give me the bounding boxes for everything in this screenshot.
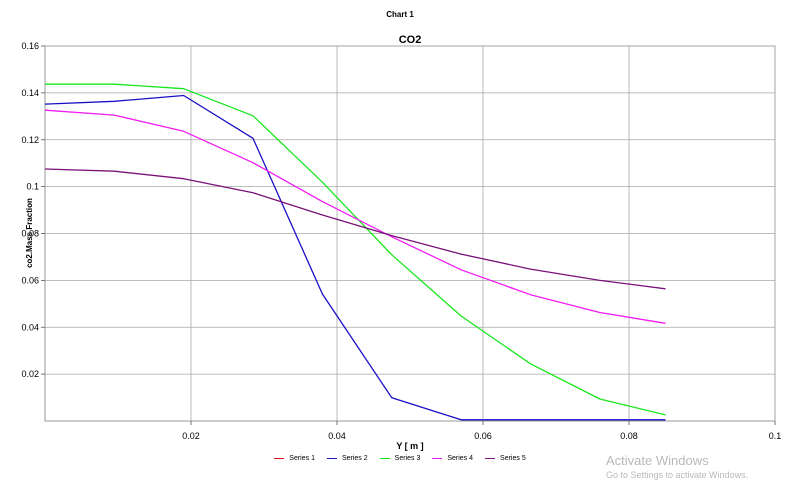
legend-item-series-5: Series 5 — [485, 455, 526, 462]
series-line-4 — [44, 109, 666, 324]
legend-swatch — [432, 458, 443, 459]
legend-item-series-3: Series 3 — [379, 455, 421, 462]
y-tick-label: 0.1 — [26, 182, 39, 192]
x-tick-label: 0.06 — [474, 431, 492, 441]
y-tick-label: 0.12 — [21, 135, 39, 145]
series-lines — [44, 83, 666, 421]
series-line-2 — [44, 94, 666, 421]
activation-watermark: Activate Windows Go to Settings to activ… — [606, 453, 748, 480]
y-tick-label: 0.02 — [21, 369, 39, 379]
legend-item-series-4: Series 4 — [432, 455, 473, 462]
tick-labels: 0.02 0.04 0.06 0.08 0.1 0.02 0.04 0.06 0.08 0.1 0.… — [21, 41, 781, 441]
legend-label: Series 2 — [341, 455, 368, 462]
legend-label: Series 4 — [447, 455, 474, 462]
grid — [41, 45, 776, 425]
y-tick-label: 0.06 — [21, 275, 39, 285]
x-tick-label: 0.04 — [328, 431, 346, 441]
series-line-5 — [44, 168, 666, 290]
legend-swatch — [326, 458, 337, 459]
x-axis-label: Y [ m ] — [396, 441, 423, 451]
y-axis-label: co2.Mass Fraction — [25, 198, 34, 268]
window-title: Chart 1 — [386, 10, 414, 19]
x-tick-label: 0.08 — [620, 431, 638, 441]
legend-label: Series 3 — [394, 455, 421, 462]
y-tick-label: 0.16 — [21, 41, 39, 51]
chart-title: CO2 — [399, 34, 422, 46]
legend-swatch — [379, 458, 390, 459]
watermark-title: Activate Windows — [606, 453, 709, 468]
legend-item-series-1: Series 1 — [274, 455, 315, 462]
legend-label: Series 5 — [500, 455, 526, 462]
legend-swatch — [485, 458, 496, 459]
x-tick-label: 0.02 — [182, 431, 200, 441]
x-tick-label: 0.1 — [769, 431, 782, 441]
y-tick-label: 0.04 — [21, 322, 39, 332]
legend-item-series-2: Series 2 — [326, 455, 368, 462]
y-tick-label: 0.08 — [21, 229, 39, 239]
legend-swatch — [274, 458, 285, 459]
legend: Series 1 Series 2 Series 3 Series 4 Series 5 — [0, 455, 800, 462]
legend-label: Series 1 — [289, 455, 315, 462]
y-tick-label: 0.14 — [21, 88, 39, 98]
watermark-subtitle: Go to Settings to activate Windows. — [606, 470, 749, 480]
